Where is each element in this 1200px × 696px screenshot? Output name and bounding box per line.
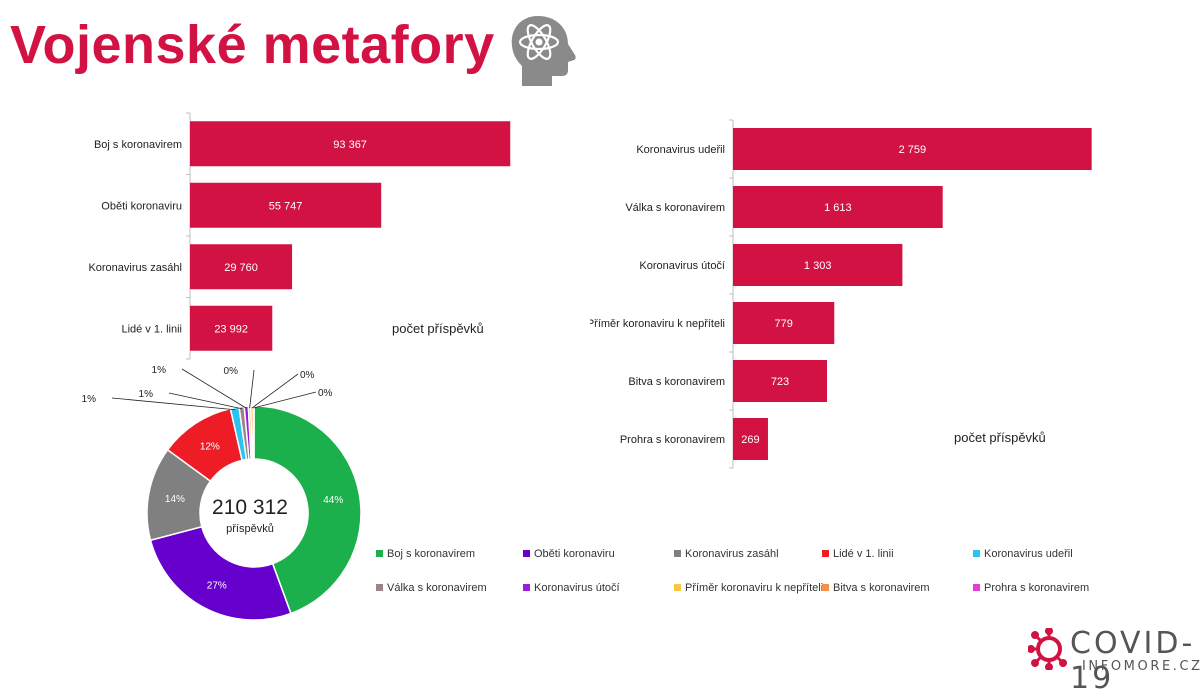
category-label: Příměr koronaviru k nepříteli — [590, 318, 725, 330]
callout-line — [111, 397, 236, 411]
legend-swatch — [822, 584, 829, 591]
category-label: Lidé v 1. linii — [121, 323, 182, 335]
slice-percent-label: 12% — [200, 442, 220, 453]
legend-item: Koronavirus udeřil — [973, 548, 1073, 560]
category-label: Boj s koronavirem — [94, 139, 182, 151]
legend-item: Lidé v 1. linii — [822, 548, 894, 560]
donut-slice — [253, 405, 362, 615]
category-label: Koronavirus udeřil — [636, 144, 725, 156]
bar-chart-left: 93 367 Boj s koronavirem 55 747 Oběti koron… — [88, 112, 511, 360]
slice-percent-label: 27% — [207, 580, 227, 591]
covid-infomore-logo: COVID-19 INFOMORE.CZ — [1028, 626, 1200, 696]
donut-center-label: příspěvků — [226, 523, 274, 535]
legend-swatch — [674, 550, 681, 557]
donut-center-value: 210 312 — [212, 496, 288, 519]
virus-icon — [1028, 628, 1067, 670]
donut-chart: 44%27%14%12% 1% 1%1% 0% 0%0% — [82, 365, 362, 621]
callout-line — [253, 391, 317, 409]
legend-swatch — [674, 584, 681, 591]
legend-item: Válka s koronavirem — [376, 582, 487, 594]
legend-item: Bitva s koronavirem — [822, 582, 930, 594]
category-label: Koronavirus útočí — [639, 260, 725, 272]
slice-percent-label: 0% — [318, 388, 333, 399]
head-atom-icon — [511, 16, 576, 86]
slice-percent-label: 14% — [165, 494, 185, 505]
slice-percent-label: 44% — [323, 495, 343, 506]
legend-label: Válka s koronavirem — [387, 582, 487, 594]
slice-percent-label: 0% — [300, 370, 315, 381]
bar-value-label: 269 — [741, 434, 759, 446]
legend-swatch — [376, 550, 383, 557]
legend-label: Koronavirus zasáhl — [685, 548, 779, 560]
bar-value-label: 23 992 — [214, 323, 248, 335]
bar-value-label: 723 — [771, 376, 789, 388]
legend-swatch — [973, 550, 980, 557]
bar-value-label: 779 — [774, 318, 792, 330]
x-axis-label-left: počet příspěvků — [392, 321, 484, 336]
bar-value-label: 1 613 — [824, 202, 852, 214]
legend-item: Prohra s koronavirem — [973, 582, 1089, 594]
legend-label: Boj s koronavirem — [387, 548, 476, 560]
callout-line — [251, 373, 299, 409]
legend-label: Koronavirus útočí — [534, 582, 620, 594]
bar — [733, 186, 943, 228]
legend-label: Lidé v 1. linii — [833, 548, 894, 560]
slice-percent-label: 1% — [152, 365, 167, 376]
bar-value-label: 2 759 — [899, 144, 927, 156]
bar — [733, 244, 903, 286]
legend-item: Koronavirus útočí — [523, 582, 620, 594]
category-label: Koronavirus zasáhl — [88, 262, 182, 274]
legend-label: Prohra s koronavirem — [984, 582, 1090, 594]
page-title: Vojenské metafory — [10, 15, 495, 75]
bar — [190, 182, 382, 228]
bar-value-label: 55 747 — [269, 200, 303, 212]
bar — [733, 360, 827, 402]
legend-swatch — [523, 550, 530, 557]
legend-label: Příměr koronaviru k nepříteli — [685, 582, 824, 594]
logo-sub-text: INFOMORE.CZ — [1082, 659, 1200, 674]
legend-item: Koronavirus zasáhl — [674, 548, 779, 560]
bar-value-label: 29 760 — [224, 262, 258, 274]
legend-item: Příměr koronaviru k nepříteli — [674, 582, 823, 594]
legend-swatch — [973, 584, 980, 591]
legend-label: Oběti koronaviru — [534, 548, 615, 560]
legend-item: Oběti koronaviru — [523, 548, 615, 560]
category-label: Bitva s koronavirem — [628, 376, 725, 388]
legend-swatch — [376, 584, 383, 591]
legend-label: Bitva s koronavirem — [833, 582, 930, 594]
slice-percent-label: 1% — [139, 389, 154, 400]
bar — [733, 128, 1092, 170]
donut-slice — [149, 525, 292, 621]
logo-main-text: COVID-19 — [1070, 626, 1196, 696]
slice-percent-label: 1% — [82, 394, 97, 405]
x-axis-label-right: počet příspěvků — [954, 430, 1046, 445]
callout-line — [249, 369, 255, 409]
legend-swatch — [523, 584, 530, 591]
bar-value-label: 93 367 — [333, 139, 367, 151]
bar — [190, 244, 293, 290]
bar-chart-right: 2 759 Koronavirus udeřil 1 613 Válka s koro… — [590, 119, 1092, 469]
callout-line — [168, 392, 242, 410]
bar-value-label: 1 303 — [804, 260, 832, 272]
legend-item: Boj s koronavirem — [376, 548, 475, 560]
legend-label: Koronavirus udeřil — [984, 548, 1073, 560]
bar — [733, 418, 768, 460]
callout-line — [181, 368, 247, 409]
bar — [190, 305, 273, 351]
category-label: Oběti koronaviru — [101, 200, 182, 212]
legend-swatch — [822, 550, 829, 557]
category-label: Válka s koronavirem — [625, 202, 725, 214]
bar — [190, 121, 511, 167]
category-label: Prohra s koronavirem — [620, 434, 725, 446]
donut-slice — [252, 405, 255, 460]
bar — [733, 302, 835, 344]
slice-percent-label: 0% — [224, 366, 239, 377]
donut-legend: Boj s koronavirem Oběti koronaviru Koronav… — [376, 545, 1176, 605]
